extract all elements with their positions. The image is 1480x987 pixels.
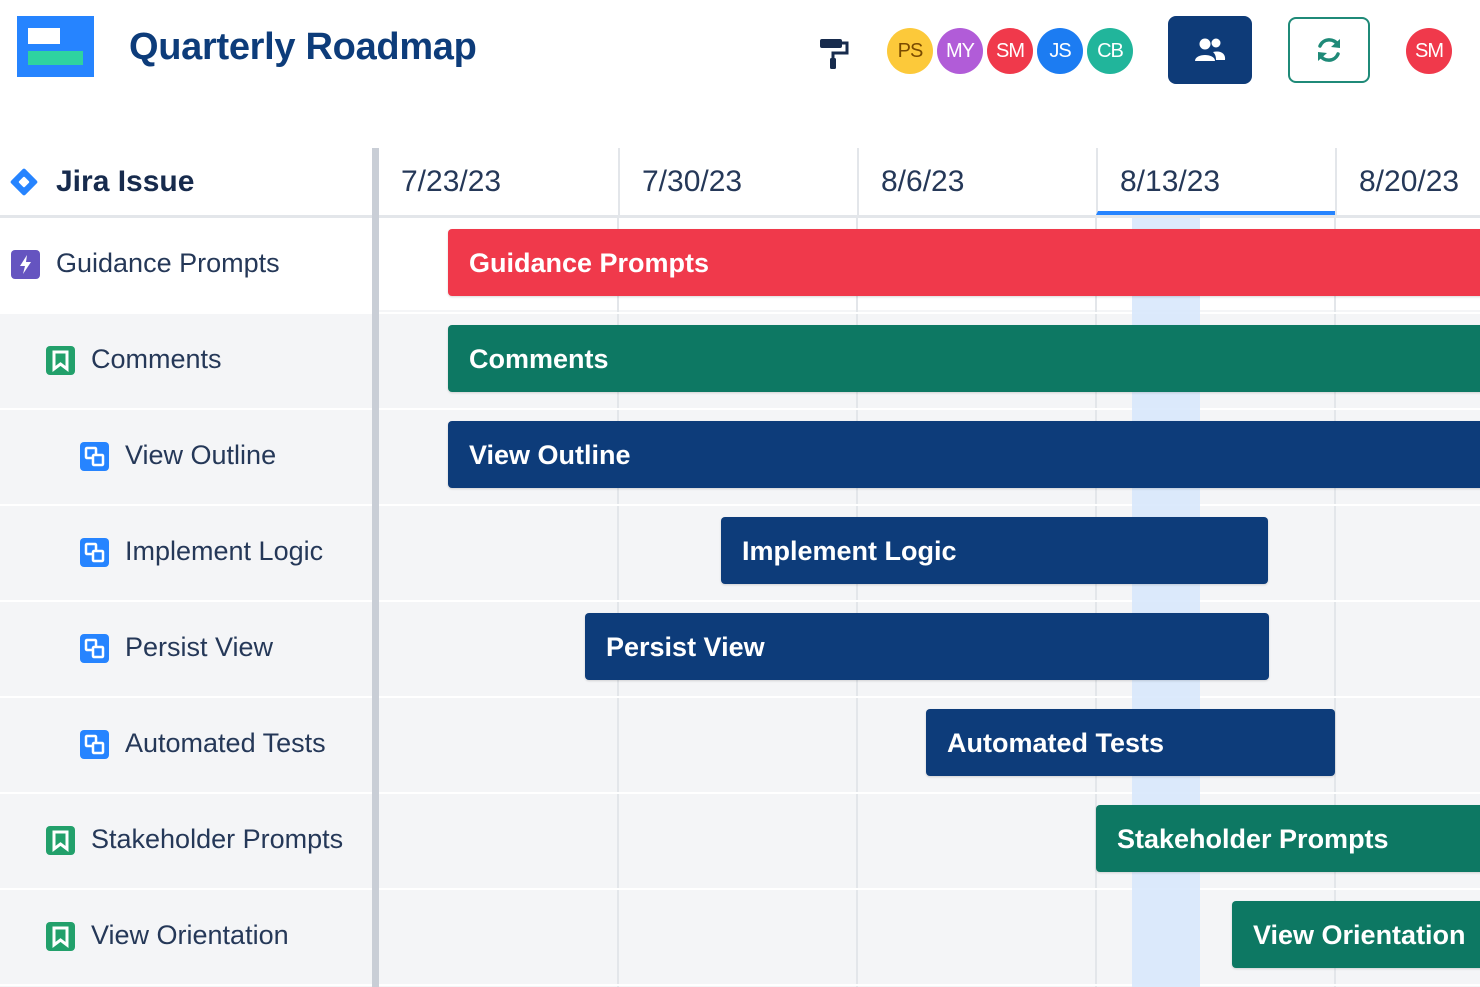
- week-label: 7/23/23: [401, 165, 502, 198]
- issue-row[interactable]: View Outline: [0, 410, 372, 506]
- issue-label: Comments: [91, 344, 222, 374]
- week-label: 8/20/23: [1359, 165, 1460, 198]
- week-label: 7/30/23: [642, 165, 743, 198]
- timeline-bar-label: View Outline: [469, 440, 631, 470]
- collaborator-avatar[interactable]: PS: [887, 28, 933, 74]
- row-grid-line: [379, 696, 1480, 698]
- week-label: 8/6/23: [881, 165, 965, 198]
- issue-row[interactable]: Automated Tests: [0, 698, 372, 794]
- issue-label: Implement Logic: [125, 536, 324, 566]
- week-grid-line: [856, 218, 858, 987]
- current-user-avatar[interactable]: SM: [1406, 28, 1452, 74]
- issue-label: View Orientation: [91, 920, 289, 950]
- issue-row[interactable]: Persist View: [0, 602, 372, 698]
- story-bookmark-icon: [46, 826, 75, 855]
- issue-row[interactable]: Implement Logic: [0, 506, 372, 602]
- week-label: 8/13/23: [1120, 165, 1221, 198]
- timeline-header: 7/23/23 7/30/23 8/6/23 8/13/23 8/20/23: [379, 148, 1480, 218]
- timeline-bar-label: Guidance Prompts: [469, 248, 710, 278]
- timeline-bar[interactable]: Persist View: [585, 613, 1269, 680]
- issue-row[interactable]: Guidance Prompts: [0, 218, 372, 314]
- paint-roller-icon[interactable]: [814, 33, 854, 73]
- row-grid-line: [379, 984, 1480, 986]
- issue-row[interactable]: Comments: [0, 314, 372, 410]
- issue-row[interactable]: Stakeholder Prompts: [0, 794, 372, 890]
- week-column-header[interactable]: 7/23/23: [379, 148, 618, 215]
- issues-panel-title: Jira Issue: [56, 165, 195, 198]
- issue-label: Stakeholder Prompts: [91, 824, 344, 854]
- issue-row[interactable]: View Orientation: [0, 890, 372, 986]
- jira-diamond-icon: [9, 167, 39, 197]
- week-column-header[interactable]: 8/20/23: [1335, 148, 1480, 215]
- week-grid-line: [1334, 218, 1336, 987]
- issue-label: Guidance Prompts: [56, 248, 280, 278]
- row-grid-line: [379, 792, 1480, 794]
- issue-label: Automated Tests: [125, 728, 326, 758]
- issues-panel: Jira Issue Guidance Prompts Comments View …: [0, 148, 372, 987]
- paint-roller-svg: [820, 39, 849, 69]
- row-grid-line: [379, 600, 1480, 602]
- issue-label: View Outline: [125, 440, 277, 470]
- subtask-icon: [80, 634, 109, 663]
- epic-lightning-icon: [11, 250, 40, 279]
- collaborator-avatar[interactable]: CB: [1087, 28, 1133, 74]
- timeline-bar[interactable]: Stakeholder Prompts: [1096, 805, 1480, 872]
- roadmap-logo-icon: [17, 16, 94, 77]
- timeline-panel: 7/23/23 7/30/23 8/6/23 8/13/23 8/20/23 Guida…: [379, 148, 1480, 987]
- week-grid-line: [1095, 218, 1097, 987]
- week-column-header[interactable]: 7/30/23: [618, 148, 857, 215]
- row-grid-line: [379, 408, 1480, 410]
- timeline-bar[interactable]: View Outline: [448, 421, 1480, 488]
- refresh-icon: [1318, 38, 1340, 62]
- timeline-bar-label: Implement Logic: [742, 536, 957, 566]
- timeline-bar-label: Stakeholder Prompts: [1117, 824, 1389, 854]
- collaborator-avatar[interactable]: JS: [1037, 28, 1083, 74]
- timeline-bar[interactable]: Implement Logic: [721, 517, 1268, 584]
- team-button[interactable]: [1168, 16, 1252, 84]
- timeline-bar-label: Comments: [469, 344, 609, 374]
- timeline-bar-label: Automated Tests: [947, 728, 1165, 758]
- subtask-icon: [80, 730, 109, 759]
- timeline-bar[interactable]: Guidance Prompts: [448, 229, 1480, 296]
- week-column-header[interactable]: 8/6/23: [857, 148, 1096, 215]
- logo-bottom-shape: [28, 51, 83, 65]
- row-grid-line: [379, 312, 1480, 314]
- story-bookmark-icon: [46, 346, 75, 375]
- row-grid-line: [379, 888, 1480, 890]
- story-bookmark-icon: [46, 922, 75, 951]
- subtask-icon: [80, 538, 109, 567]
- collaborator-avatar[interactable]: SM: [987, 28, 1033, 74]
- timeline-bar[interactable]: View Orientation: [1232, 901, 1480, 968]
- collaborator-avatar[interactable]: MY: [937, 28, 983, 74]
- panel-resize-handle[interactable]: [372, 148, 379, 987]
- app-header: Quarterly Roadmap PS MY SM JS CB SM: [0, 0, 1480, 100]
- timeline-bar[interactable]: Automated Tests: [926, 709, 1335, 776]
- row-grid-line: [379, 504, 1480, 506]
- logo-top-shape: [28, 28, 60, 44]
- week-grid-line: [617, 218, 619, 987]
- subtask-icon: [80, 442, 109, 471]
- issues-panel-header: Jira Issue: [0, 148, 372, 218]
- week-column-header[interactable]: 8/13/23: [1096, 148, 1335, 215]
- timeline-bar-label: View Orientation: [1253, 920, 1466, 950]
- users-icon: [1195, 38, 1226, 61]
- page-title: Quarterly Roadmap: [129, 26, 477, 68]
- timeline-bar[interactable]: Comments: [448, 325, 1480, 392]
- issue-label: Persist View: [125, 632, 274, 662]
- timeline-bar-label: Persist View: [606, 632, 765, 662]
- refresh-button[interactable]: [1288, 17, 1370, 83]
